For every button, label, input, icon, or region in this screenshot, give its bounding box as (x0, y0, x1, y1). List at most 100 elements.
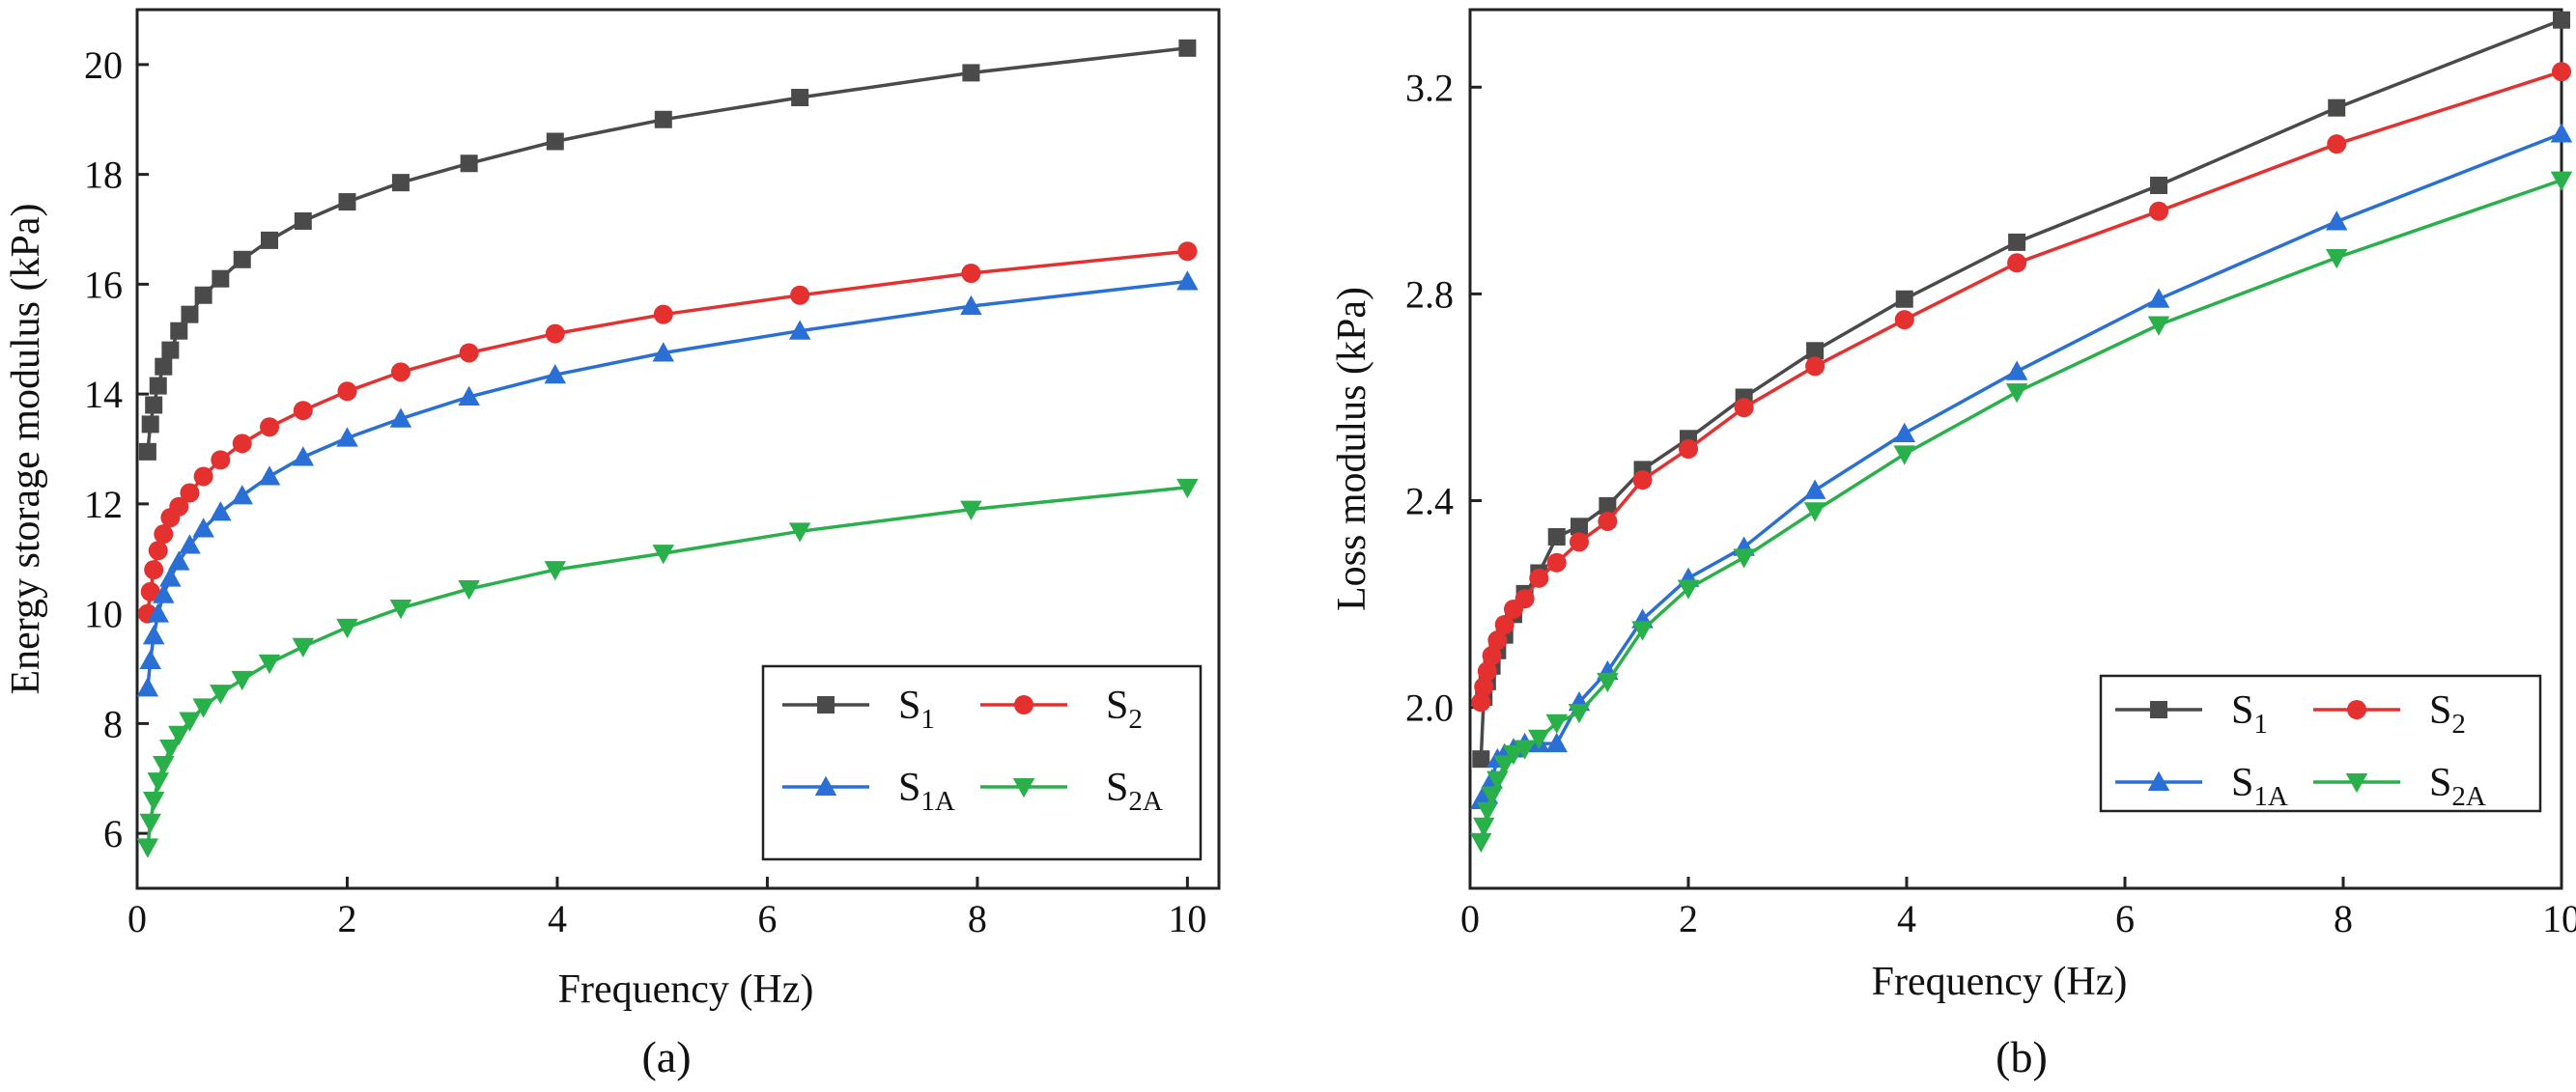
x-tick-label: 2 (1679, 897, 1698, 940)
legend-label-main: S (898, 766, 920, 810)
data-point (148, 541, 168, 561)
data-point (147, 772, 169, 793)
x-tick-label: 10 (1168, 897, 1206, 940)
data-point (1529, 568, 1549, 588)
legend-item: S1 (782, 684, 935, 735)
data-point (258, 654, 281, 675)
data-point (159, 567, 182, 587)
legend-label: S1A (898, 766, 955, 817)
data-point (1476, 801, 1499, 822)
data-point (260, 417, 280, 437)
legend-label-subscript: 1 (2253, 709, 2268, 740)
legend-item: S1 (2115, 688, 2268, 740)
data-point (136, 838, 159, 858)
data-point (2147, 316, 2170, 336)
legend-item: S2A (980, 766, 1163, 817)
data-point (1482, 646, 1502, 666)
data-point (1677, 579, 1700, 600)
data-point (458, 580, 480, 601)
data-point (142, 625, 165, 645)
legend-label-subscript: 2A (1128, 786, 1163, 817)
y-tick-label: 3.2 (1405, 66, 1454, 109)
data-point (147, 602, 169, 623)
series-triangle-down (1470, 171, 2573, 854)
data-point (1474, 677, 1494, 697)
series-triangle-down (136, 478, 1199, 858)
data-point (458, 385, 480, 406)
data-point (1178, 39, 1197, 57)
data-point (2550, 123, 2573, 143)
legend-marker (1014, 695, 1033, 714)
data-point (1894, 310, 1914, 330)
legend-item: S2A (2313, 761, 2486, 812)
legend-label: S2 (2429, 688, 2466, 740)
x-tick-label: 4 (548, 897, 567, 940)
y-tick-label: 2.8 (1405, 272, 1454, 316)
data-point (961, 264, 981, 283)
data-point (1570, 532, 1589, 552)
data-point (139, 649, 161, 669)
data-point (2005, 360, 2028, 380)
data-point (141, 415, 159, 434)
data-point (2553, 11, 2570, 29)
data-point (153, 756, 175, 776)
legend-label: S2A (2429, 761, 2486, 812)
x-tick-label: 0 (1460, 897, 1480, 940)
data-point (1546, 552, 1567, 573)
y-tick-label: 2.4 (1405, 480, 1454, 523)
data-point (2325, 210, 2348, 231)
panel-b: 0 2 4 6 8 10 2.0 2.4 2.8 3.2 Frequency (Hz) Loss mo… (1330, 8, 2576, 1081)
data-point (179, 534, 201, 554)
y-tick-label: 16 (84, 263, 123, 306)
data-point (1733, 548, 1755, 569)
data-point (159, 739, 182, 760)
data-point (389, 599, 412, 620)
data-point (653, 304, 673, 324)
data-point (140, 581, 160, 602)
data-point (336, 618, 358, 639)
x-tick-label: 2 (337, 897, 356, 940)
data-point (2007, 253, 2027, 273)
data-point (1494, 615, 1514, 634)
data-point (545, 323, 565, 344)
y-axis-title: Loss modulus (kPa) (1330, 287, 1374, 611)
data-point (194, 286, 212, 304)
data-point (161, 341, 180, 359)
data-point (180, 483, 200, 503)
data-point (1806, 342, 1825, 360)
legend-label: S2 (1106, 684, 1143, 735)
legend-label-subscript: 1A (2253, 781, 2288, 812)
data-point (337, 381, 357, 402)
data-point (2147, 288, 2170, 308)
x-axis-title: Frequency (Hz) (558, 967, 814, 1012)
data-point (179, 712, 201, 732)
y-tick-label: 2.0 (1405, 686, 1454, 730)
data-point (1470, 832, 1492, 854)
data-point (1486, 770, 1509, 791)
data-point (232, 434, 252, 454)
data-point (1545, 714, 1568, 734)
data-point (210, 685, 232, 705)
data-point (788, 320, 811, 340)
data-point (960, 500, 982, 520)
data-point (391, 174, 410, 192)
data-point (292, 637, 315, 658)
data-point (1481, 786, 1503, 806)
data-point (1805, 356, 1826, 377)
legend-label-main: S (1106, 684, 1128, 728)
data-point (2327, 134, 2347, 154)
data-point (170, 322, 188, 340)
data-point (1545, 732, 1568, 753)
data-point (2149, 201, 2169, 221)
data-point (790, 285, 810, 305)
y-tick-label: 8 (103, 702, 123, 745)
data-point (1493, 755, 1515, 775)
series-line (146, 249, 1188, 614)
data-point (1597, 672, 1619, 693)
series-square (138, 39, 1197, 461)
y-tick-label: 6 (103, 812, 123, 855)
data-point (169, 496, 189, 517)
x-tick-label: 8 (968, 897, 987, 940)
legend-label-main: S (2231, 688, 2253, 733)
data-point (1547, 528, 1566, 546)
